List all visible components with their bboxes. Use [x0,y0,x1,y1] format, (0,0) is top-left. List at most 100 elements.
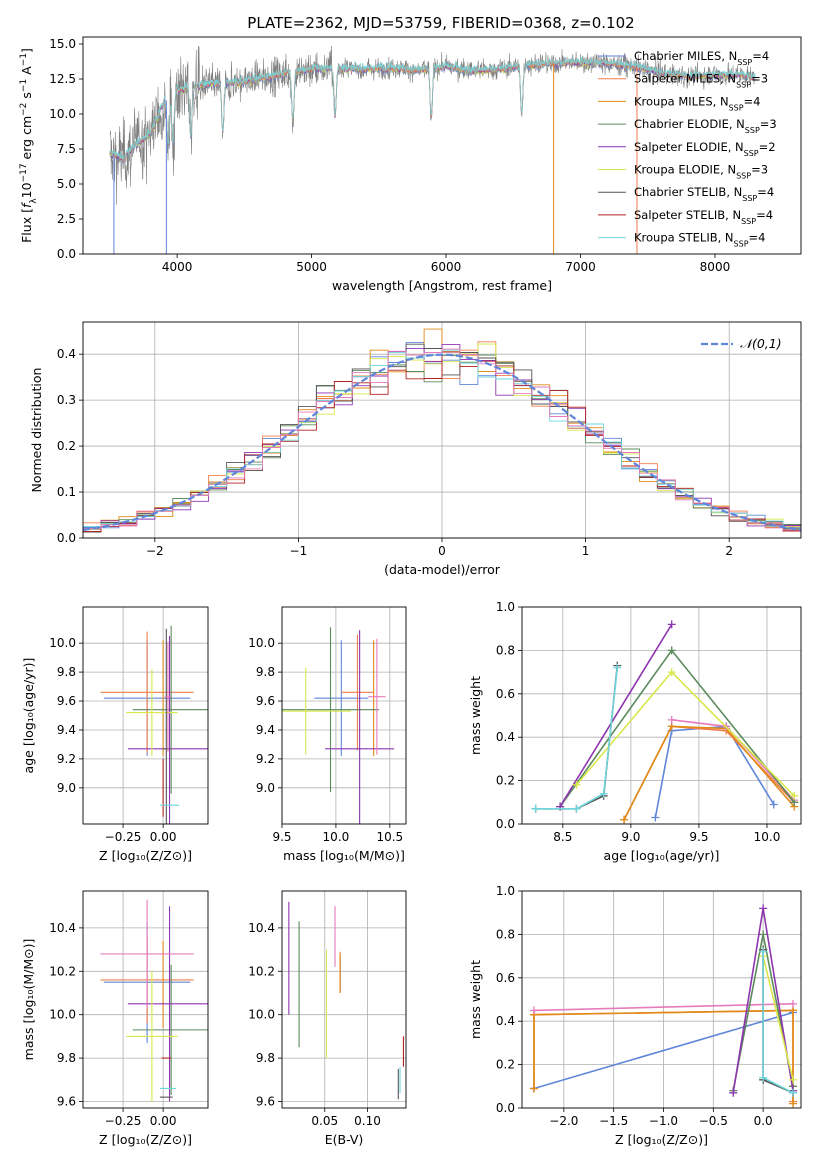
axes-frame [82,321,802,539]
x-tick-label: −2 [146,544,164,558]
weight-line [575,670,795,797]
error-bars [100,625,208,824]
weight-marker [651,813,660,822]
axes-frame [281,606,407,825]
y-tick-label: 9.2 [57,752,76,766]
y-tick-label: 0.3 [57,393,76,407]
axes-frame [521,606,802,825]
weight-line [762,955,794,1080]
x-tick-label: 0 [438,544,446,558]
y-tick-label: 10.4 [49,921,76,935]
weight-marker [620,815,629,824]
weight-marker [789,999,798,1008]
histogram-step [83,348,801,538]
y-tick-label: 0.1 [57,485,76,499]
weight-marker [789,1088,798,1097]
x-tick-label: 0.10 [354,1114,381,1128]
y-tick-label: 0.4 [57,347,76,361]
y-tick-label: 0.2 [57,439,76,453]
panel-weight-vs-age: 8.5 9.0 9.5 10.0 0.0 0.2 0.4 0.6 0.8 1.0 age [log₁… [468,600,802,863]
y-tick-label: 12.5 [49,72,76,86]
y-tick-label: 2.5 [57,212,76,226]
panel-spectrum: 4000 5000 6000 7000 8000 0.0 2.5 5.0 7.5 10.0 12.5… [19,36,802,293]
y-tick-label: 9.0 [256,781,275,795]
weight-marker [667,668,676,677]
x-tick-label: 8000 [700,260,731,274]
weight-marker [790,791,799,800]
legend-label: Chabrier STELIB, NSSP=4 [634,185,774,203]
panel-age-vs-mass: 9.5 10.0 10.5 9.0 9.2 9.4 9.6 9.8 10.0 mass [log₁… [248,606,407,863]
y-tick-label: 9.4 [256,723,275,737]
y-tick-label: 5.0 [57,177,76,191]
y-tick-label: 9.0 [57,781,76,795]
y-tick-label: 0.4 [496,730,515,744]
weight-line [533,1009,794,1104]
y-tick-label: 15.0 [49,37,76,51]
x-axis-label: Z [log₁₀(Z/Z⊙)] [99,1132,192,1147]
panel-residuals: −2 −1 0 1 2 0.0 0.1 0.2 0.3 0.4 (data-model)/error… [29,321,802,577]
x-tick-label: −2.0 [549,1114,578,1128]
x-tick-label: 0.0 [754,1114,773,1128]
x-tick-label: 8.5 [553,830,572,844]
y-tick-label: 10.0 [49,1008,76,1022]
legend-label: Chabrier ELODIE, NSSP=3 [634,117,777,135]
y-tick-label: 9.4 [57,723,76,737]
y-tick-label: 0.0 [496,817,515,831]
y-tick-label: 0.8 [496,927,515,941]
weight-marker [759,1073,768,1082]
weight-marker [759,904,768,913]
histograms [83,328,801,538]
weight-marker [529,1006,538,1015]
x-tick-label: 10.0 [754,830,781,844]
y-tick-label: 1.0 [496,884,515,898]
legend-label: Salpeter MILES, NSSP=3 [634,72,768,90]
weight-marker [529,1084,538,1093]
weight-marker [667,646,676,655]
weight-marker [599,789,608,798]
y-tick-label: 0.4 [496,1014,515,1028]
weight-line [623,725,795,821]
x-tick-label: 9.5 [689,830,708,844]
legend-label: Kroupa ELODIE, NSSP=3 [634,163,768,181]
weight-line [671,719,795,801]
panel-mass-vs-Z: −0.25 0.00 9.6 9.8 10.0 10.2 10.4 Z [log₁₀(Z/Z⊙… [21,890,209,1147]
x-axis-label: mass [log₁₀(M/M⊙)] [283,848,405,863]
x-axis-label: Z [log₁₀(Z/Z⊙)] [615,1132,708,1147]
legend-label: Salpeter ELODIE, NSSP=2 [634,140,776,158]
weight-marker [769,800,778,809]
y-axis-label: mass [log₁₀(M/M⊙)] [21,939,36,1061]
weight-marker [789,1099,798,1108]
legend-label: Kroupa STELIB, NSSP=4 [634,231,765,249]
x-tick-label: 0.05 [311,1114,338,1128]
y-tick-label: 0.0 [57,531,76,545]
x-tick-label: −1.0 [649,1114,678,1128]
weight-marker [667,620,676,629]
x-axis-label: wavelength [Angstrom, rest frame] [332,278,552,293]
y-axis-label: mass weight [468,676,483,755]
model-spectrum [109,56,756,161]
legend-label: Chabrier MILES, NSSP=4 [634,49,769,67]
y-tick-label: 0.8 [496,643,515,657]
weight-lines [529,904,798,1108]
legend-label: 𝒩(0,1) [740,336,782,351]
y-axis-label: mass weight [468,960,483,1039]
weight-marker [789,1075,798,1084]
y-axis-label: Flux [fλ10−17 erg cm−2 s−1 A−1] [19,48,39,243]
weight-marker [572,780,581,789]
weight-marker [729,1088,738,1097]
error-bars [100,899,208,1102]
legend: Chabrier MILES, NSSP=4 Salpeter MILES, NS… [598,49,777,248]
x-tick-label: 0.00 [150,1114,177,1128]
x-tick-label: 0.00 [150,830,177,844]
y-tick-label: 9.6 [256,1094,275,1108]
y-tick-label: 10.0 [49,636,76,650]
x-tick-label: 10.5 [376,830,403,844]
y-tick-label: 0.2 [496,774,515,788]
panel-mass-vs-EBV: 0.05 0.10 9.6 9.8 10.0 10.2 10.4 E(B-V) [248,890,407,1147]
x-tick-label: 10.0 [323,830,350,844]
axes-frame [521,890,802,1109]
weight-line [559,623,673,808]
x-tick-label: 6000 [431,260,462,274]
error-bars [288,901,404,1100]
y-axis-label: age [log₁₀(age/yr)] [21,658,36,774]
